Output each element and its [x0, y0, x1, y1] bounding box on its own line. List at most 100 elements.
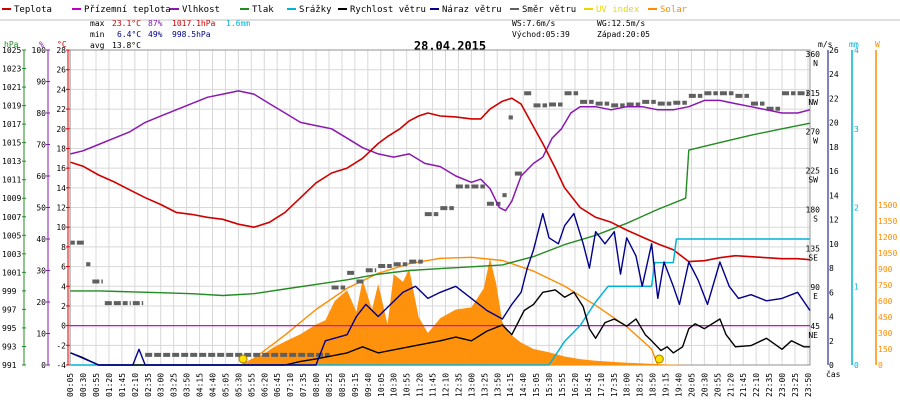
time-label-50: 20:55: [713, 373, 722, 397]
stat-ws: WS:7.6m/s: [512, 19, 556, 28]
direction-label-SW: SW: [808, 176, 818, 185]
time-label-53: 22:10: [752, 373, 761, 397]
humidity-tick-10: 10: [36, 330, 46, 339]
pressure-tick-1025: 1025: [2, 46, 21, 55]
time-label-57: 23:50: [804, 373, 813, 397]
time-label-18: 07:35: [299, 373, 308, 397]
temp-tick-0: 0: [61, 322, 66, 331]
time-label-4: 01:45: [118, 373, 127, 397]
solar-tick-150: 150: [878, 345, 893, 354]
uv-marker-0: [238, 354, 248, 364]
humidity-tick-60: 60: [36, 172, 46, 181]
time-label-30: 12:35: [454, 373, 463, 397]
stat-wg: WG:12.5m/s: [597, 19, 645, 28]
solar-tick-450: 450: [878, 313, 893, 322]
temp-tick-18: 18: [56, 144, 66, 153]
direction-label-N: N: [813, 59, 818, 68]
temp-tick-16: 16: [56, 164, 66, 173]
humidity-tick-90: 90: [36, 78, 46, 87]
legend-label-9: Solar: [660, 5, 688, 15]
pressure-tick-993: 993: [2, 342, 17, 351]
temp-tick-22: 22: [56, 105, 66, 114]
legend-label-0: Teplota: [14, 5, 52, 15]
time-label-20: 08:25: [325, 373, 334, 397]
rain-line: [70, 238, 810, 366]
time-label-12: 05:05: [221, 373, 230, 397]
time-label-17: 07:10: [286, 373, 295, 397]
direction-tick-135: 135: [806, 244, 821, 253]
temp-tick--2: -2: [56, 341, 66, 350]
stat-min-label: min: [90, 30, 105, 39]
temp-tick-8: 8: [61, 243, 66, 252]
solar-tick-1350: 1350: [878, 217, 897, 226]
direction-tick-225: 225: [806, 167, 821, 176]
legend-label-3: Tlak: [252, 5, 274, 15]
wind-tick-26: 26: [829, 46, 839, 55]
axis-unit-pct: %: [39, 40, 44, 49]
time-label-35: 14:40: [519, 373, 528, 397]
wind-tick-24: 24: [829, 70, 839, 79]
rain-tick-2: 2: [854, 204, 859, 213]
wind-tick-10: 10: [829, 240, 839, 249]
stat-hum-max: 87%: [148, 19, 163, 28]
time-label-13: 05:30: [234, 373, 243, 397]
x-axis-label: čas: [826, 369, 841, 379]
stat-hum-min: 49%: [148, 30, 163, 39]
humidity-tick-80: 80: [36, 109, 46, 118]
wind-tick-22: 22: [829, 94, 839, 103]
solar-tick-600: 600: [878, 297, 893, 306]
wind-tick-8: 8: [829, 264, 834, 273]
pressure-tick-1003: 1003: [2, 250, 21, 259]
time-label-48: 20:05: [687, 373, 696, 397]
pressure-line: [70, 122, 811, 297]
solar-area: [70, 258, 811, 365]
time-label-31: 13:00: [467, 373, 476, 397]
humidity-tick-0: 0: [41, 361, 46, 370]
time-label-52: 21:45: [739, 373, 748, 397]
time-label-29: 12:10: [441, 373, 450, 397]
direction-tick-360: 360: [806, 50, 821, 59]
temp-tick-12: 12: [56, 204, 66, 213]
stat-temp-avg: 13.8°C: [112, 41, 141, 50]
chart-title: 28.04.2015: [414, 39, 486, 53]
direction-label-NE: NE: [808, 331, 818, 340]
stat-temp-min: 6.4°C: [117, 30, 141, 39]
solar-tick-300: 300: [878, 329, 893, 338]
time-label-56: 23:25: [791, 373, 800, 397]
wind-direction-markers: [70, 91, 808, 357]
stat-press-max: 1017.1hPa: [172, 19, 216, 28]
legend-label-4: Srážky: [299, 5, 332, 15]
time-label-0: 00:05: [66, 373, 75, 397]
time-label-47: 19:40: [674, 373, 683, 397]
time-label-36: 15:05: [532, 373, 541, 397]
time-label-11: 04:40: [208, 373, 217, 397]
direction-label-E: E: [813, 292, 818, 301]
temp-tick-28: 28: [56, 46, 66, 55]
time-label-41: 17:10: [597, 373, 606, 397]
wind-speed-line: [70, 289, 810, 366]
direction-label-W: W: [813, 137, 818, 146]
temp-tick-4: 4: [61, 282, 66, 291]
legend-label-7: Směr větru: [522, 5, 576, 15]
humidity-line: [70, 90, 811, 212]
solar-tick-0: 0: [878, 361, 883, 370]
stat-press-min: 998.5hPa: [172, 30, 211, 39]
temp-tick-2: 2: [61, 302, 66, 311]
pressure-tick-1001: 1001: [2, 268, 21, 277]
wind-tick-14: 14: [829, 191, 839, 200]
time-label-54: 22:35: [765, 373, 774, 397]
time-label-9: 03:50: [183, 373, 192, 397]
pressure-tick-1005: 1005: [2, 231, 21, 240]
humidity-tick-30: 30: [36, 267, 46, 276]
pressure-tick-997: 997: [2, 305, 17, 314]
direction-label-NW: NW: [808, 98, 818, 107]
time-label-40: 16:45: [584, 373, 593, 397]
temp-tick-14: 14: [56, 184, 66, 193]
wind-tick-4: 4: [829, 313, 834, 322]
pressure-tick-1007: 1007: [2, 213, 21, 222]
direction-tick-90: 90: [810, 283, 820, 292]
time-label-51: 21:20: [726, 373, 735, 397]
time-label-22: 09:15: [351, 373, 360, 397]
axis-unit-hpa: hPa: [4, 40, 19, 49]
time-label-26: 10:55: [403, 373, 412, 397]
